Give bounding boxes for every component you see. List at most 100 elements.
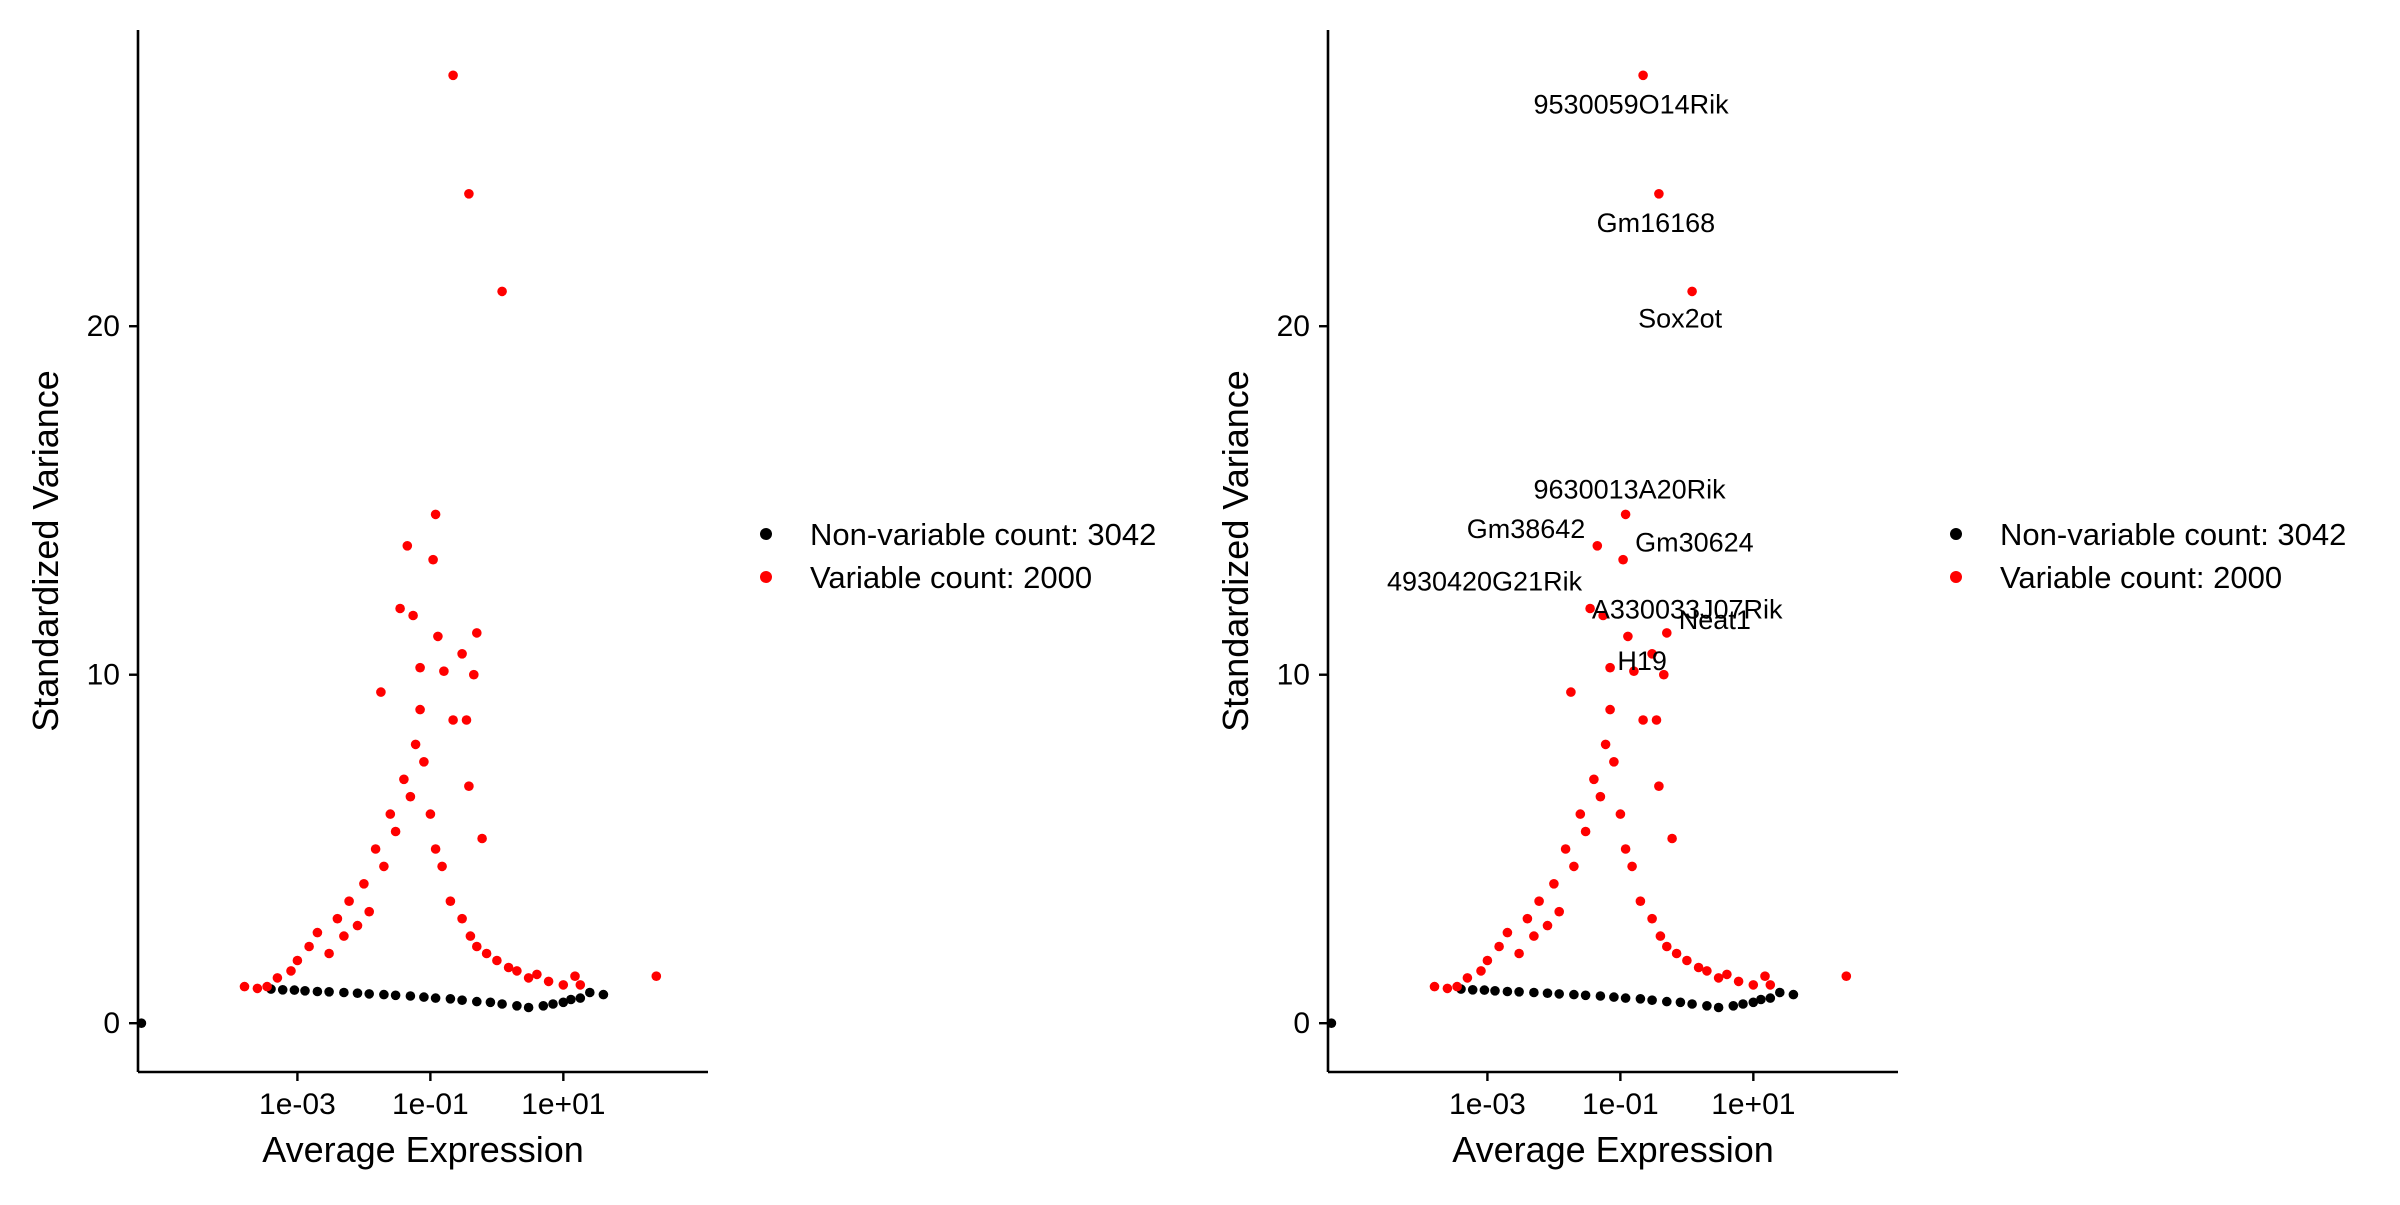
data-point bbox=[399, 774, 409, 785]
data-point bbox=[1575, 809, 1586, 819]
gene-label: 9630013A20Rik bbox=[1534, 474, 1727, 504]
data-point bbox=[1760, 971, 1770, 981]
data-point bbox=[1600, 739, 1611, 750]
series-variable-points bbox=[239, 70, 662, 994]
legend-label: Non-variable count: 3042 bbox=[810, 517, 1156, 552]
data-point bbox=[1629, 666, 1639, 676]
data-point bbox=[312, 986, 323, 997]
gene-label: 9530059O14Rik bbox=[1534, 89, 1730, 119]
legend: Non-variable count: 3042 Variable count: … bbox=[760, 517, 1156, 595]
data-point bbox=[415, 704, 425, 715]
data-point bbox=[1638, 715, 1648, 725]
gene-label: Gm16168 bbox=[1597, 208, 1716, 238]
data-point bbox=[472, 996, 482, 1007]
x-tick-label: 1e-03 bbox=[1449, 1088, 1526, 1121]
data-point bbox=[300, 986, 310, 996]
data-point bbox=[1569, 989, 1579, 1000]
data-point bbox=[1702, 1001, 1712, 1011]
data-point bbox=[1655, 931, 1666, 941]
data-point bbox=[1589, 774, 1599, 785]
data-point bbox=[344, 896, 354, 906]
data-point bbox=[364, 906, 375, 917]
panel-right: 1e-03 1e-01 1e+01 0 10 20 Average Expression St… bbox=[1215, 30, 2346, 1170]
data-point bbox=[1662, 941, 1672, 952]
gene-label: 4930420G21Rik bbox=[1387, 567, 1583, 597]
data-point bbox=[1647, 995, 1657, 1005]
data-point bbox=[472, 628, 482, 638]
data-point bbox=[1638, 70, 1648, 81]
x-tick-label: 1e+01 bbox=[521, 1088, 605, 1121]
data-point bbox=[1494, 941, 1504, 952]
gene-label: Neat1 bbox=[1679, 605, 1751, 635]
legend-marker bbox=[760, 571, 772, 583]
data-point bbox=[1687, 999, 1697, 1009]
gene-labels: 9530059O14Rik Gm16168 Sox2ot 9630013A20Rik G… bbox=[1387, 89, 1783, 675]
data-point bbox=[1595, 791, 1606, 802]
data-point bbox=[1542, 988, 1553, 998]
data-point bbox=[1542, 920, 1553, 931]
data-point bbox=[1467, 985, 1478, 995]
data-point bbox=[1647, 649, 1657, 659]
data-point bbox=[376, 687, 386, 697]
data-point bbox=[1651, 715, 1662, 725]
data-point bbox=[1722, 969, 1732, 980]
y-tick-label: 20 bbox=[1277, 310, 1310, 343]
data-point bbox=[1462, 973, 1473, 983]
data-point bbox=[543, 976, 554, 987]
data-point bbox=[481, 948, 492, 959]
y-tick-label: 20 bbox=[87, 310, 120, 343]
y-axis-title: Standardized Variance bbox=[25, 370, 66, 732]
x-axis-title: Average Expression bbox=[262, 1129, 584, 1170]
data-point bbox=[395, 603, 405, 614]
x-tick-label: 1e+01 bbox=[1711, 1088, 1795, 1121]
data-point bbox=[405, 991, 416, 1001]
data-point bbox=[566, 994, 576, 1005]
data-point bbox=[1592, 541, 1603, 551]
legend: Non-variable count: 3042 Variable count: … bbox=[1950, 517, 2346, 595]
data-point bbox=[262, 981, 272, 992]
x-axis-title: Average Expression bbox=[1452, 1129, 1774, 1170]
data-point bbox=[1713, 1002, 1724, 1013]
x-tick-label: 1e-01 bbox=[392, 1088, 469, 1121]
y-tick-label: 10 bbox=[87, 659, 120, 692]
data-point bbox=[1442, 983, 1453, 994]
data-point bbox=[324, 987, 334, 997]
series-variable-points bbox=[1429, 70, 1852, 994]
panel-left: 1e-03 1e-01 1e+01 0 10 20 Average Expression St… bbox=[25, 30, 1156, 1170]
data-point bbox=[598, 989, 609, 1000]
data-point bbox=[379, 861, 389, 872]
data-point bbox=[464, 781, 474, 791]
data-point bbox=[1788, 989, 1799, 1000]
data-point bbox=[457, 649, 467, 659]
data-point bbox=[289, 985, 300, 995]
data-point bbox=[1479, 985, 1490, 995]
data-point bbox=[272, 973, 283, 983]
data-point bbox=[1765, 980, 1776, 990]
data-point bbox=[370, 844, 381, 854]
data-point bbox=[1560, 844, 1571, 854]
data-point bbox=[469, 669, 479, 680]
data-point bbox=[379, 989, 389, 1000]
legend-marker bbox=[1950, 571, 1962, 583]
data-point bbox=[492, 955, 502, 966]
data-point bbox=[1662, 628, 1672, 638]
data-point bbox=[570, 971, 580, 981]
data-point bbox=[332, 913, 343, 924]
data-point bbox=[448, 70, 458, 81]
data-point bbox=[1675, 997, 1686, 1008]
data-point bbox=[415, 662, 425, 673]
data-point bbox=[558, 997, 569, 1008]
data-point bbox=[512, 966, 522, 976]
data-point bbox=[575, 980, 586, 990]
data-point bbox=[1566, 687, 1576, 697]
data-point bbox=[1654, 189, 1664, 199]
data-point bbox=[1662, 996, 1672, 1007]
data-point bbox=[359, 879, 369, 889]
data-point bbox=[1635, 994, 1646, 1004]
data-point bbox=[339, 987, 349, 998]
data-point bbox=[523, 973, 534, 983]
data-point bbox=[1502, 927, 1513, 938]
data-point bbox=[1605, 662, 1615, 673]
data-point bbox=[472, 941, 482, 952]
